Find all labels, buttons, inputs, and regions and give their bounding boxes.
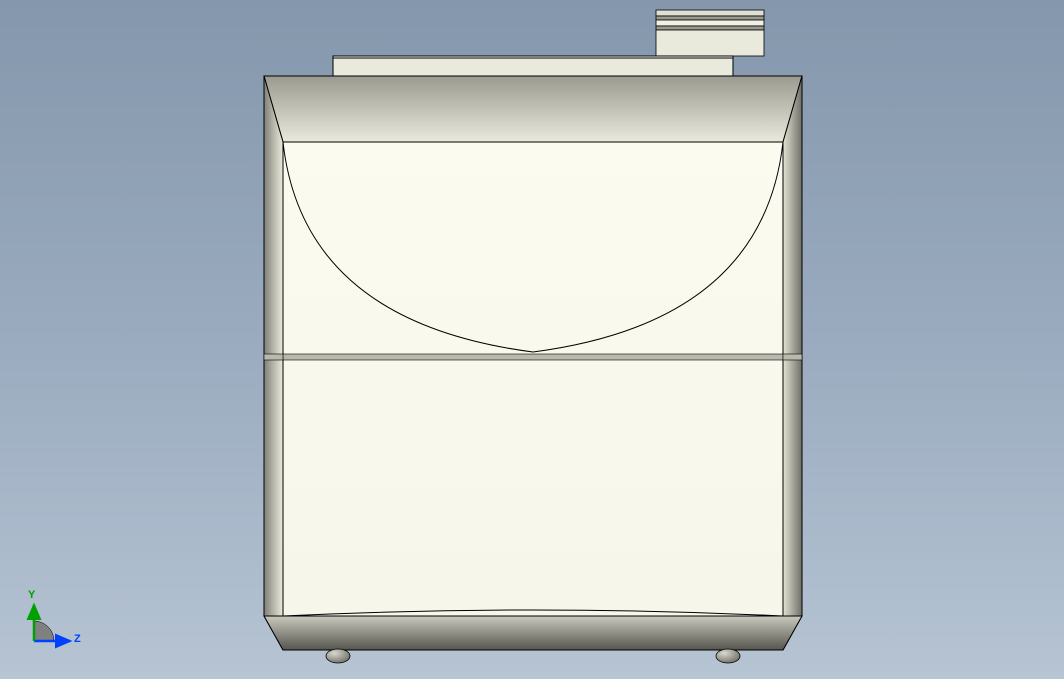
- model-lid: [333, 58, 733, 76]
- axis-origin-icon: [34, 621, 54, 641]
- model-left-chamfer: [264, 76, 283, 616]
- cad-model[interactable]: [0, 0, 1064, 679]
- model-mid-seam-right: [783, 354, 802, 360]
- axis-z-label: Z: [74, 633, 81, 645]
- model-right-chamfer: [783, 76, 802, 616]
- cad-viewport[interactable]: Y Z: [0, 0, 1064, 679]
- model-mid-seam-left: [264, 354, 283, 360]
- model-cap: [656, 10, 764, 56]
- model-feet: [326, 649, 740, 663]
- axis-triad[interactable]: Y Z: [20, 591, 84, 655]
- model-bottom-chamfer: [264, 616, 802, 650]
- model-top-chamfer: [264, 76, 802, 142]
- axis-y-label: Y: [28, 589, 35, 601]
- model-front-face: [283, 142, 783, 616]
- model-mid-seam: [283, 354, 783, 360]
